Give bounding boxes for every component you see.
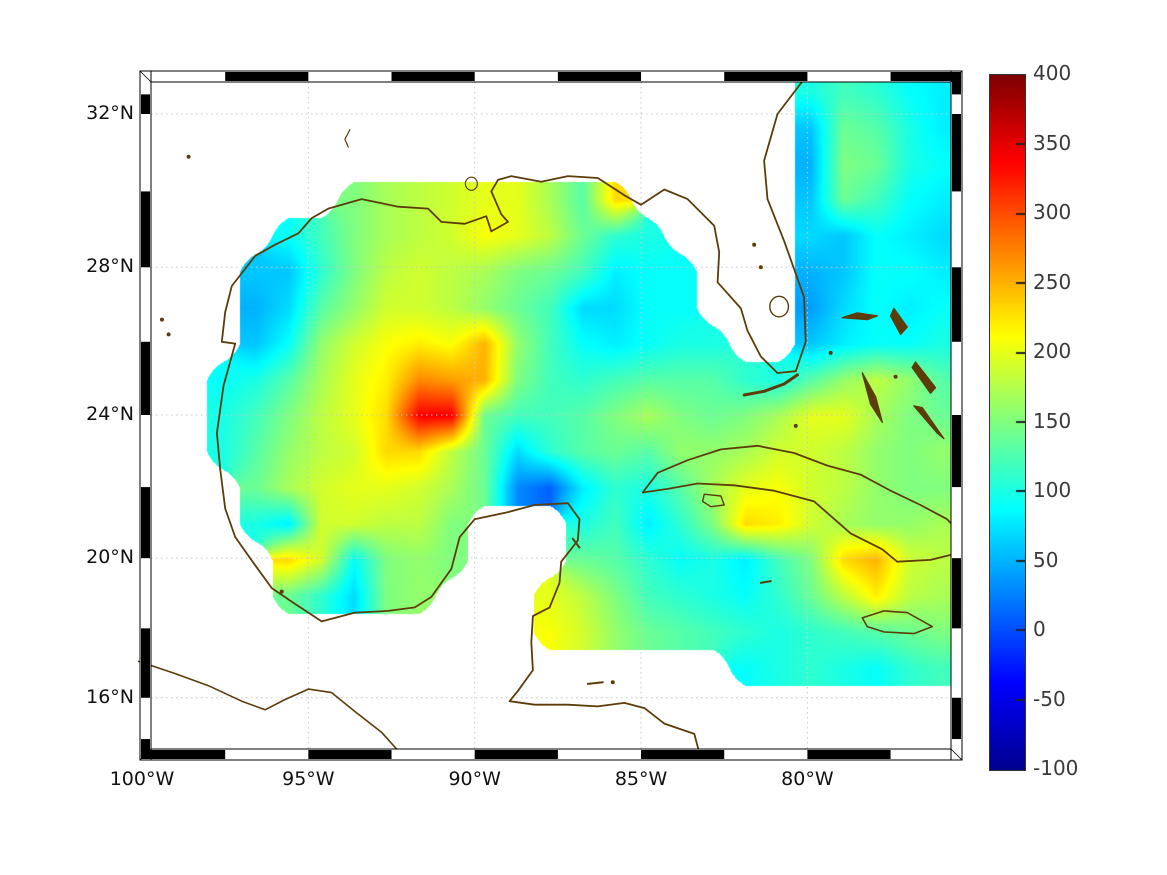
frame-seg-bottom-8 — [807, 750, 891, 759]
frame-seg-left-1 — [141, 94, 150, 114]
frame-seg-top-9 — [890, 72, 961, 81]
frame-seg-right-2 — [952, 114, 961, 192]
lat-tick-label-20°N: 20°N — [86, 546, 134, 569]
frame-corner-1 — [950, 70, 963, 83]
frame-seg-left-11 — [141, 739, 150, 759]
colorbar-tick-label-50: 50 — [1033, 547, 1059, 572]
frame-corner-3 — [950, 748, 963, 761]
colorbar-tick-label--100: -100 — [1033, 756, 1079, 780]
coastline-abaco — [889, 307, 908, 336]
frame-seg-right-8 — [952, 558, 961, 629]
lat-tick-label-28°N: 28°N — [86, 255, 134, 278]
coastline-texas-lake-1 — [186, 154, 191, 159]
coastline-florida-lake-1 — [752, 242, 757, 247]
frame-band-left — [139, 70, 152, 761]
frame-corner-2 — [139, 748, 152, 761]
colorbar-tick-label-400: 400 — [1033, 61, 1072, 85]
coastline-gulf-and-atlantic-coast — [215, 73, 809, 754]
lon-tick-label-90°W: 90°W — [448, 768, 501, 790]
coastline-jamaica — [861, 610, 934, 635]
frame-seg-bottom-4 — [474, 750, 558, 759]
lat-tick-label-32°N: 32°N — [86, 102, 134, 124]
lon-tick-label-80°W: 80°W — [781, 768, 834, 790]
coastline-grand-cayman — [759, 580, 772, 584]
frame-seg-left-7 — [141, 487, 150, 559]
coastline-toledo-bend — [344, 129, 351, 148]
frame-corner-0 — [139, 70, 152, 83]
coastline-pacific-coast-mexico — [137, 660, 403, 756]
lon-tick-label-95°W: 95°W — [282, 768, 335, 790]
heatmap-canvas — [142, 74, 958, 758]
lon-tick-label-100°W: 100°W — [109, 768, 175, 790]
frame-seg-top-5 — [557, 72, 642, 81]
frame-seg-right-10 — [952, 697, 961, 740]
coastline-grand-bahama — [841, 312, 878, 321]
coastline-florida-keys — [742, 373, 799, 397]
frame-seg-bottom-0 — [142, 750, 226, 759]
frame-seg-right-4 — [952, 267, 961, 342]
coastline-roatan — [586, 681, 604, 685]
frame-seg-top-1 — [225, 72, 309, 81]
frame-seg-top-7 — [724, 72, 808, 81]
coastline-mexico-laguna-2 — [166, 332, 171, 337]
frame-seg-left-9 — [141, 628, 150, 698]
colorbar-tick-label-300: 300 — [1033, 200, 1072, 224]
frame-seg-bottom-2 — [308, 750, 392, 759]
coastline-eleuthera — [911, 361, 937, 394]
coastline-veracruz-reef — [279, 589, 284, 594]
colorbar-tick-label-350: 350 — [1033, 130, 1072, 155]
colorbar — [989, 74, 1026, 771]
colorbar-tick-label--50: -50 — [1033, 686, 1066, 711]
coastline-cay-sal — [793, 423, 798, 428]
colorbar-tick-label-250: 250 — [1033, 269, 1072, 294]
coastline-cozumel — [571, 537, 581, 549]
frame-seg-right-0 — [952, 74, 961, 95]
colorbar-tick-label-0: 0 — [1033, 617, 1046, 641]
colorbar-tick-label-200: 200 — [1033, 339, 1072, 363]
coastline-cuba — [641, 444, 960, 563]
coastline-exuma-chain — [913, 405, 945, 440]
coastline-lake-pontchartrain — [464, 176, 478, 191]
coastline-florida-lake-2 — [758, 265, 763, 270]
frame-seg-top-3 — [391, 72, 475, 81]
coastline-lake-okeechobee — [769, 295, 790, 318]
frame-seg-left-5 — [141, 341, 150, 416]
coastline-andros — [861, 372, 883, 423]
lat-tick-label-24°N: 24°N — [86, 403, 134, 425]
colorbar-tick-label-100: 100 — [1033, 478, 1072, 502]
frame-seg-right-6 — [952, 415, 961, 488]
frame-seg-left-3 — [141, 191, 150, 268]
coastline-bimini — [828, 350, 833, 355]
coastline-guanaja — [610, 680, 615, 685]
coastline-mexico-laguna-1 — [159, 317, 164, 322]
colorbar-tick-label-150: 150 — [1033, 408, 1072, 433]
frame-seg-bottom-6 — [641, 750, 725, 759]
lat-tick-label-16°N: 16°N — [86, 685, 134, 708]
lon-tick-label-85°W: 85°W — [614, 768, 668, 790]
coastline-new-providence — [893, 374, 898, 379]
coastline-isla-de-la-juventud — [701, 493, 725, 508]
